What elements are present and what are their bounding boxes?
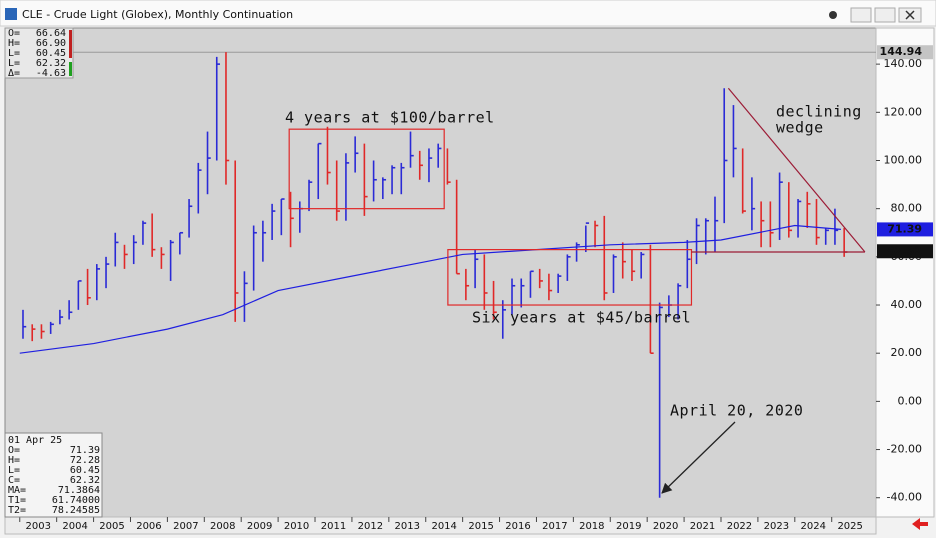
minimize-button[interactable] [850,7,872,23]
y-tick-label: 40.00 [891,298,923,311]
readout-bar-green [69,62,72,76]
x-tick-label: 2022 [727,521,752,532]
y-tick-label: 100.00 [884,153,923,166]
x-tick-label: 2008 [210,521,235,532]
info-label: T1= [8,495,26,506]
plot [5,51,876,498]
x-tick-label: 2009 [247,521,272,532]
price-marker-label: 144.94 [880,45,923,58]
info-label: C= [8,475,20,486]
annotation-box [447,249,693,306]
x-tick-label: 2014 [431,521,456,532]
close-icon [905,10,915,20]
x-tick-label: 2013 [395,521,420,532]
readout-value: 66.64 [36,28,66,39]
price-marker-label: 71.39 [887,222,922,235]
annotation-arrow [661,421,736,494]
app-icon [5,8,17,20]
y-tick-label: 20.00 [891,346,923,359]
y-tick-label: -40.00 [887,491,922,504]
x-tick-label: 2023 [764,521,789,532]
readout-value: -4.63 [36,68,66,79]
x-tick-label: 2018 [579,521,604,532]
readout-label: H= [8,38,20,49]
plot-area [4,27,877,518]
y-tick-label: 0.00 [898,394,923,407]
x-tick-label: 2017 [542,521,567,532]
readout-label: L= [8,48,20,59]
scroll-arrow[interactable] [912,518,928,530]
readout-value: 62.32 [36,58,66,69]
readout-label: L= [8,58,20,69]
x-tick-label: 2025 [837,521,862,532]
menu-button[interactable] [829,11,837,19]
readout-value: 60.45 [36,48,66,59]
title-bar [0,0,936,27]
x-tick-label: 2021 [690,521,715,532]
chart-title: CLE - Crude Light (Globex), Monthly Cont… [22,8,293,21]
wedge-line [727,87,866,253]
x-tick-label: 2010 [284,521,309,532]
info-label: T2= [8,505,26,516]
x-tick-label: 2004 [62,521,87,532]
x-tick-label: 2011 [321,521,346,532]
y-tick-label: 120.00 [884,105,923,118]
price-axis [875,27,935,518]
x-tick-label: 2012 [358,521,383,532]
x-tick-label: 2005 [99,521,124,532]
x-tick-label: 2016 [505,521,530,532]
info-label: MA= [8,485,26,496]
y-tick-label: 140.00 [884,57,923,70]
info-value: 71.39 [70,445,100,456]
moving-average [19,224,841,354]
annotation-text: 4 years at $100/barrel [285,109,495,127]
info-label: H= [8,455,20,466]
x-tick-label: 2006 [136,521,161,532]
x-tick-label: 2020 [653,521,678,532]
restore-button[interactable] [874,7,896,23]
annotation-box [288,128,445,210]
annotation-text: wedge [776,119,824,137]
info-date: 01 Apr 25 [8,435,62,446]
x-tick-label: 2019 [616,521,641,532]
price-marker [877,222,933,237]
readout-label: Δ= [8,68,20,79]
readout-box [4,27,74,79]
info-value: 71.3864 [58,485,100,496]
info-value: 62.32 [70,475,100,486]
readout-value: 66.90 [36,38,66,49]
price-marker-label: 62.32 [887,244,922,257]
y-tick-label: -20.00 [887,443,922,456]
x-tick-label: 2015 [468,521,493,532]
x-tick-label: 2003 [25,521,50,532]
time-axis [4,516,877,535]
price-marker [877,45,933,60]
annotation-text: Six years at $45/barrel [472,309,691,327]
x-tick-label: 2024 [801,521,826,532]
info-value: 72.28 [70,455,100,466]
info-value: 60.45 [70,465,100,476]
readout-bar-red [69,30,72,58]
info-value: 61.74000 [52,495,100,506]
readout-label: O= [8,28,20,39]
annotation-text: April 20, 2020 [670,402,803,420]
price-marker [877,244,933,259]
info-box [4,432,103,518]
annotation-text: declining [776,103,862,121]
info-label: O= [8,445,20,456]
info-value: 78.24585 [52,505,100,516]
info-label: L= [8,465,20,476]
x-tick-label: 2007 [173,521,198,532]
y-tick-label: 80.00 [891,202,923,215]
